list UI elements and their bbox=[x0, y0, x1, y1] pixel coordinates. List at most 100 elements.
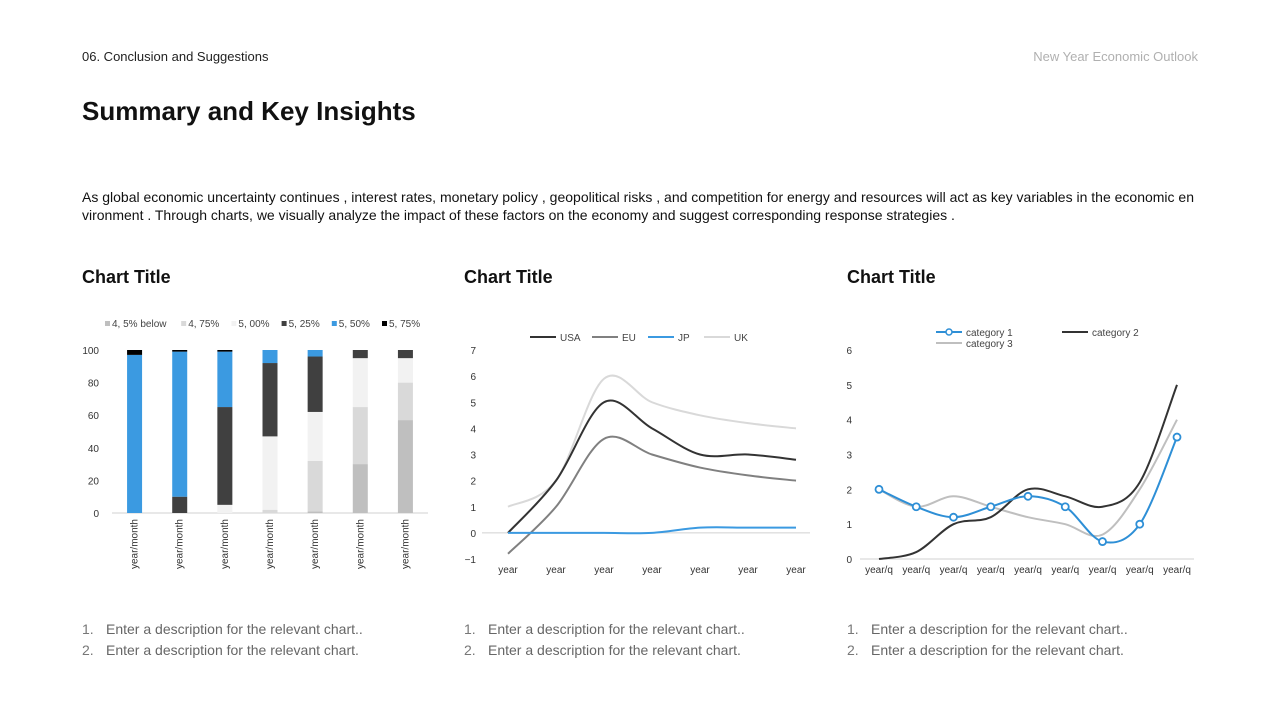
description-item: 1. Enter a description for the relevant c… bbox=[847, 621, 1128, 637]
x-tick-label: year/month bbox=[175, 519, 186, 569]
line-chart-categories: 0 1 2 3 4 5 6 year/q year/q year/q year/q year/q yea… bbox=[846, 328, 1194, 576]
y-tick-label: 2 bbox=[846, 485, 852, 496]
x-tick-label: year/month bbox=[400, 519, 411, 569]
legend-label: 4, 5% below bbox=[112, 319, 167, 330]
legend-swatch bbox=[281, 321, 287, 326]
data-point bbox=[1172, 432, 1182, 442]
legend-label: UK bbox=[734, 333, 748, 344]
y-tick-label: 0 bbox=[93, 509, 99, 520]
description-item: 1. Enter a description for the relevant c… bbox=[464, 621, 745, 637]
legend-swatch bbox=[105, 321, 110, 326]
data-point bbox=[911, 502, 921, 512]
y-tick-label: 1 bbox=[470, 503, 476, 514]
legend-swatch bbox=[382, 321, 387, 326]
bar-segment bbox=[262, 350, 278, 364]
y-tick-label: 4 bbox=[846, 416, 852, 427]
legend-label: 5, 50% bbox=[339, 319, 370, 330]
section-label: 06. Conclusion and Suggestions bbox=[82, 49, 269, 64]
y-tick-label: 40 bbox=[88, 444, 100, 455]
x-tick-label: year/q bbox=[1014, 565, 1042, 576]
legend-label: category 1 bbox=[966, 328, 1013, 339]
bar-segment bbox=[352, 407, 368, 465]
y-tick-label: 5 bbox=[846, 381, 852, 392]
y-tick-label: 7 bbox=[470, 346, 476, 357]
x-tick-label: year/q bbox=[940, 565, 968, 576]
y-tick-label: 1 bbox=[846, 520, 852, 531]
description-item: 2. Enter a description for the relevant c… bbox=[82, 642, 359, 658]
data-point bbox=[1135, 519, 1145, 529]
series-line bbox=[878, 384, 1178, 560]
bar-segment bbox=[307, 460, 323, 512]
y-tick-label: 6 bbox=[846, 346, 852, 357]
x-tick-label: year/month bbox=[310, 519, 321, 569]
y-tick-label: 100 bbox=[82, 346, 99, 357]
series-line bbox=[507, 399, 797, 534]
chart-3-descriptions: 1. Enter a description for the relevant c… bbox=[847, 620, 1128, 662]
x-tick-label: year/month bbox=[355, 519, 366, 569]
y-tick-label: −1 bbox=[465, 555, 477, 566]
bar-segment bbox=[262, 509, 278, 513]
bar-segment bbox=[352, 350, 368, 359]
y-tick-label: 0 bbox=[470, 529, 476, 540]
y-tick-label: 0 bbox=[846, 555, 852, 566]
description-item: 2. Enter a description for the relevant c… bbox=[847, 642, 1124, 658]
series-line bbox=[878, 419, 1178, 537]
x-tick-label: year/q bbox=[1089, 565, 1117, 576]
legend-label: category 2 bbox=[1092, 328, 1139, 339]
x-tick-label: year bbox=[546, 565, 566, 576]
stacked-bar-chart: 0 20 40 60 80 100 year/month year/month year/mon… bbox=[82, 319, 428, 569]
deck-title: New Year Economic Outlook bbox=[1033, 49, 1198, 64]
x-tick-label: year/q bbox=[1163, 565, 1191, 576]
bar-segment bbox=[352, 358, 368, 408]
y-tick-label: 3 bbox=[470, 451, 476, 462]
data-point bbox=[986, 502, 996, 512]
x-tick-label: year/q bbox=[977, 565, 1005, 576]
x-tick-label: year/q bbox=[865, 565, 893, 576]
bar-segment bbox=[127, 354, 143, 513]
bar-segment bbox=[397, 420, 413, 513]
bar-segment bbox=[217, 351, 233, 408]
bar-segment bbox=[397, 358, 413, 383]
line-chart-economies: −1 0 1 2 3 4 5 6 7 year year year year year year year US… bbox=[465, 333, 810, 576]
legend-label: 5, 25% bbox=[289, 319, 320, 330]
bar-segment bbox=[217, 504, 233, 513]
legend-swatch bbox=[331, 321, 337, 326]
series-line bbox=[507, 526, 796, 535]
x-tick-label: year/q bbox=[1126, 565, 1154, 576]
bar-segment bbox=[127, 350, 143, 355]
page-title: Summary and Key Insights bbox=[82, 96, 416, 126]
legend-label: category 3 bbox=[966, 339, 1013, 350]
data-point bbox=[949, 512, 958, 522]
legend-label: JP bbox=[678, 333, 690, 344]
bar-segment bbox=[307, 356, 323, 412]
x-tick-label: year/q bbox=[902, 565, 930, 576]
bar-segment bbox=[307, 350, 323, 357]
legend-swatch bbox=[181, 321, 187, 326]
bar-segment bbox=[172, 496, 188, 513]
data-point bbox=[1060, 502, 1070, 512]
chart-2-title: Chart Title bbox=[464, 267, 553, 287]
chart-1-title: Chart Title bbox=[82, 267, 171, 287]
x-tick-label: year/month bbox=[130, 519, 141, 569]
bar-segment bbox=[397, 382, 413, 421]
y-tick-label: 5 bbox=[470, 398, 476, 409]
legend-label: USA bbox=[560, 333, 581, 344]
x-tick-label: year bbox=[690, 565, 710, 576]
data-point bbox=[874, 484, 884, 494]
x-tick-label: year bbox=[786, 565, 806, 576]
chart-1-descriptions: 1. Enter a description for the relevant c… bbox=[82, 620, 363, 662]
intro-paragraph: As global economic uncertainty continues… bbox=[82, 189, 1194, 223]
legend-label: EU bbox=[622, 333, 636, 344]
x-tick-label: year bbox=[498, 565, 518, 576]
bar-segment bbox=[397, 350, 413, 359]
chart-3-title: Chart Title bbox=[847, 267, 936, 287]
y-tick-label: 20 bbox=[88, 476, 100, 487]
y-tick-label: 6 bbox=[470, 372, 476, 383]
bar-segment bbox=[217, 350, 233, 352]
series-line bbox=[507, 435, 797, 555]
bar-segment bbox=[262, 436, 278, 510]
x-tick-label: year/month bbox=[265, 519, 276, 569]
legend-label: 5, 75% bbox=[389, 319, 420, 330]
y-tick-label: 2 bbox=[470, 477, 476, 488]
description-item: 2. Enter a description for the relevant c… bbox=[464, 642, 741, 658]
